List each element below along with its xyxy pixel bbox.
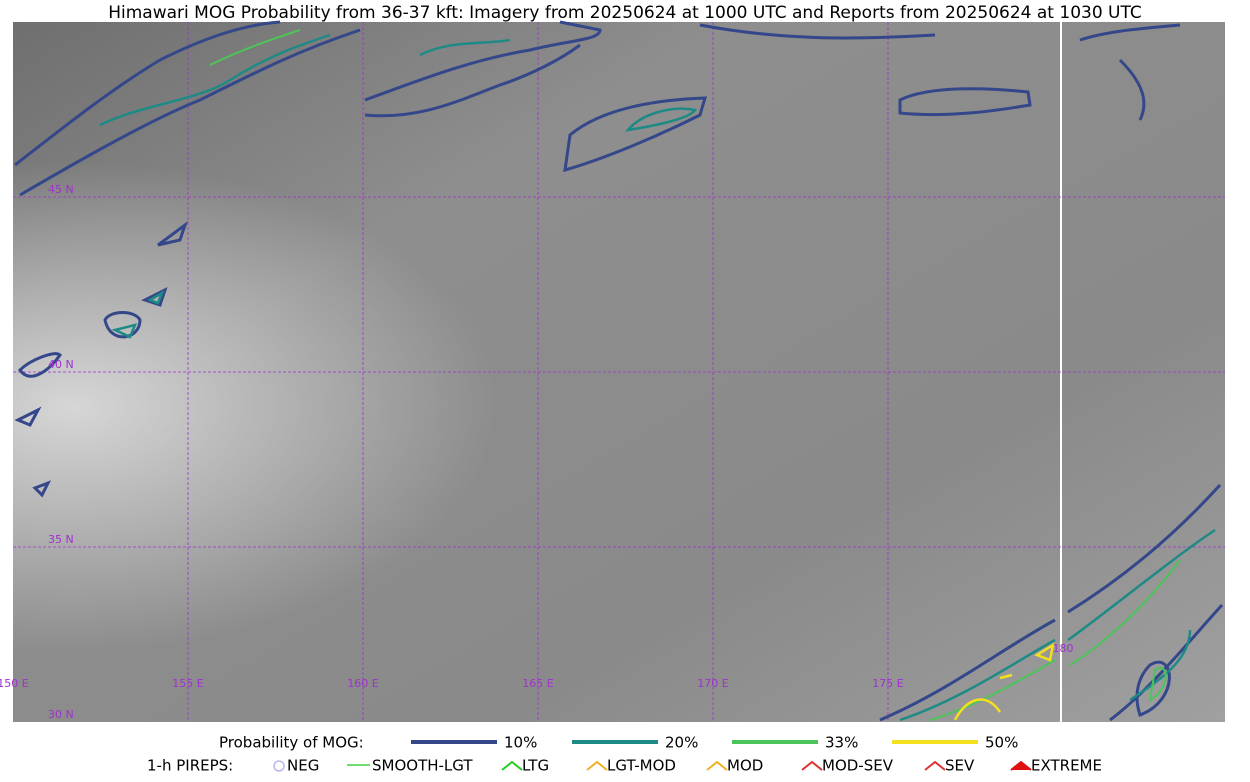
lat-labels: 45 N 40 N 35 N 30 N (48, 183, 74, 721)
contour-10 (14, 220, 188, 498)
legend-swatch (706, 760, 728, 771)
contour-10 (14, 20, 281, 167)
lat-label: 30 N (48, 708, 74, 721)
lon-label: 150 E (0, 677, 29, 690)
legend-label: 50% (985, 734, 1018, 752)
legend-swatch (273, 760, 285, 772)
contour-10 (898, 87, 1032, 117)
legend-label: MOD (727, 757, 763, 775)
legend-label: SMOOTH-LGT (372, 757, 473, 775)
legend-swatch (501, 760, 523, 771)
contour-10 (364, 20, 602, 118)
legend-label: 10% (504, 734, 537, 752)
title: Himawari MOG Probability from 36-37 kft:… (108, 3, 1142, 23)
lon-label: 160 E (347, 677, 378, 690)
lat-label: 35 N (48, 533, 74, 546)
legend-swatch (586, 760, 608, 771)
contour-10 (563, 96, 708, 173)
contour-33 (209, 29, 301, 66)
lon-label: 170 E (697, 677, 728, 690)
legend-swatch (924, 760, 946, 771)
contour-10 (1079, 23, 1181, 121)
lon-label: 155 E (172, 677, 203, 690)
legend-label: NEG (287, 757, 319, 775)
legend-swatch (801, 760, 823, 771)
legend-label: SEV (945, 757, 975, 775)
contour-10 (879, 483, 1224, 722)
legend-label: EXTREME (1031, 757, 1102, 775)
legend-label: LGT-MOD (607, 757, 676, 775)
lon-label: 165 E (522, 677, 553, 690)
legend-title: 1-h PIREPS: (147, 757, 233, 775)
contour-20 (625, 107, 698, 132)
contour-20 (899, 528, 1216, 722)
legend-title: Probability of MOG: (219, 734, 364, 752)
contour-10 (699, 23, 936, 40)
contour-20 (111, 290, 165, 339)
legend-label: 33% (825, 734, 858, 752)
contours (14, 20, 1224, 722)
legend-label: LTG (522, 757, 549, 775)
lon-label: 180 (1053, 642, 1074, 655)
legend-swatch (1010, 760, 1032, 771)
lat-label: 45 N (48, 183, 74, 196)
graticule (13, 22, 1225, 722)
legend: Probability of MOG: 1-h PIREPS: 10% 20% 33… (147, 734, 1102, 775)
contour-20 (99, 33, 331, 127)
legend-label: MOD-SEV (822, 757, 894, 775)
map: 45 N 40 N 35 N 30 N 150 E 155 E 160 E 16… (0, 20, 1225, 722)
contour-20 (419, 38, 511, 57)
contour-10 (19, 28, 361, 197)
contour-50 (953, 642, 1055, 721)
legend-label: 20% (665, 734, 698, 752)
lon-label: 175 E (872, 677, 903, 690)
lat-label: 40 N (48, 358, 74, 371)
contour-33 (929, 559, 1181, 721)
lon-labels: 150 E 155 E 160 E 165 E 170 E 175 E 180 (0, 642, 1074, 690)
